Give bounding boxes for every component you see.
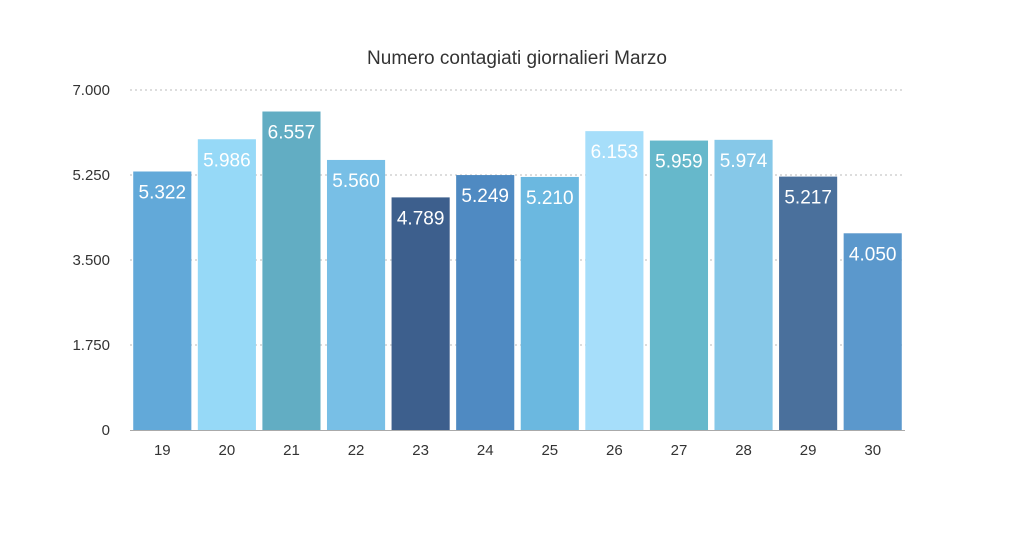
bar-29 <box>779 176 838 430</box>
data-label-26: 6.153 <box>591 142 639 163</box>
data-label-22: 5.560 <box>332 171 380 192</box>
bar-23 <box>391 197 450 430</box>
y-tick-label: 5.250 <box>72 167 110 184</box>
data-label-25: 5.210 <box>526 188 574 209</box>
x-axis-ticks: 19 20 21 22 23 24 25 26 27 28 29 30 <box>154 442 881 459</box>
chart-title: Numero contagiati giornalieri Marzo <box>367 48 667 69</box>
x-tick-label: 23 <box>412 442 429 459</box>
y-tick-label: 7.000 <box>72 82 110 99</box>
bar-24 <box>456 175 515 430</box>
x-tick-label: 29 <box>800 442 817 459</box>
data-label-23: 4.789 <box>397 208 445 229</box>
data-label-24: 5.249 <box>461 186 509 207</box>
x-tick-label: 25 <box>541 442 558 459</box>
data-labels: 5.322 5.986 6.557 5.560 4.789 5.249 5.210 6.153… <box>139 123 897 266</box>
x-tick-label: 19 <box>154 442 171 459</box>
x-tick-label: 22 <box>348 442 365 459</box>
x-tick-label: 30 <box>864 442 881 459</box>
data-label-20: 5.986 <box>203 150 251 171</box>
bars <box>133 111 902 430</box>
bar-30 <box>843 233 902 430</box>
x-tick-label: 26 <box>606 442 623 459</box>
bar-19 <box>133 171 192 430</box>
data-label-28: 5.974 <box>720 151 768 172</box>
bar-22 <box>326 159 386 430</box>
bar-27 <box>649 140 709 430</box>
x-tick-label: 21 <box>283 442 300 459</box>
data-label-19: 5.322 <box>139 183 187 204</box>
x-tick-label: 20 <box>219 442 236 459</box>
bar-21 <box>262 111 321 430</box>
x-tick-label: 28 <box>735 442 752 459</box>
y-tick-label: 0 <box>102 422 110 439</box>
y-tick-label: 1.750 <box>72 337 110 354</box>
x-tick-label: 27 <box>671 442 688 459</box>
bar-28 <box>714 139 773 430</box>
y-tick-label: 3.500 <box>72 252 110 269</box>
data-label-27: 5.959 <box>655 152 703 173</box>
data-label-29: 5.217 <box>784 188 832 209</box>
x-tick-label: 24 <box>477 442 494 459</box>
data-label-30: 4.050 <box>849 244 897 265</box>
bar-25 <box>520 176 579 430</box>
y-axis-ticks: 0 1.750 3.500 5.250 7.000 <box>72 82 110 439</box>
bar-26 <box>585 131 644 430</box>
grid-lines <box>130 89 905 346</box>
data-label-21: 6.557 <box>268 123 316 144</box>
bar-20 <box>197 139 256 430</box>
